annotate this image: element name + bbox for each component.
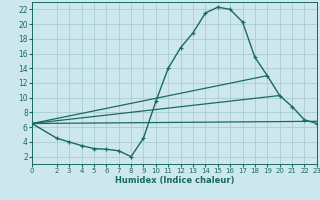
X-axis label: Humidex (Indice chaleur): Humidex (Indice chaleur) bbox=[115, 176, 234, 185]
